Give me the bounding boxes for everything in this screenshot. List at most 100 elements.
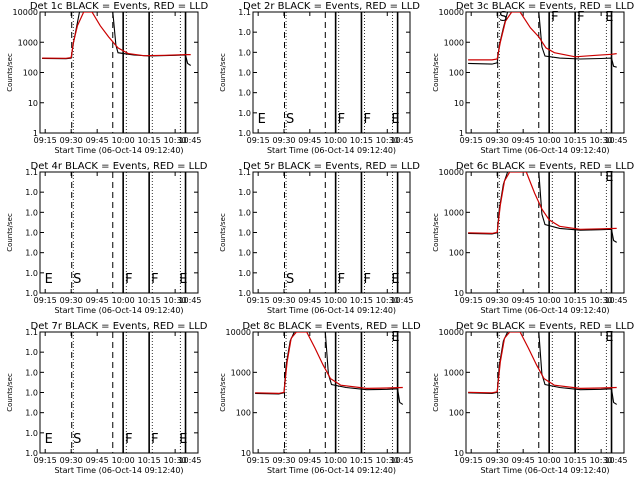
event-marker-f: F <box>363 112 370 127</box>
event-marker-e: E <box>605 170 613 185</box>
event-marker-s: S <box>286 272 294 287</box>
y-tick-label: 10 <box>454 449 464 458</box>
events-series-line <box>468 172 617 243</box>
y-axis-label: Counts/sec <box>432 213 440 252</box>
x-tick-label: 10:45 <box>178 136 201 145</box>
y-tick-label: 1.0 <box>25 368 38 377</box>
panel-title: Det 5r BLACK = Events, RED = LLD <box>243 161 420 172</box>
x-tick-label: 09:30 <box>60 296 83 305</box>
panel-title: Det 2r BLACK = Events, RED = LLD <box>243 1 420 12</box>
x-axis-label: Start Time (06-Oct-14 09:12:40) <box>480 146 609 155</box>
plot-frame <box>39 331 199 454</box>
event-marker-s: S <box>499 10 507 25</box>
x-tick-label: 10:30 <box>590 456 613 465</box>
x-tick-label: 09:45 <box>86 456 109 465</box>
plot-frame <box>39 171 199 294</box>
x-tick-label: 10:45 <box>604 296 627 305</box>
x-tick-label: 10:15 <box>564 296 587 305</box>
x-tick-label: 10:15 <box>350 136 373 145</box>
event-marker-f: F <box>151 272 158 287</box>
y-tick-label: 100 <box>236 409 251 418</box>
x-tick-label: 09:30 <box>272 456 295 465</box>
y-tick-label: 10000 <box>439 8 464 17</box>
x-tick-label: 10:45 <box>390 456 413 465</box>
panel-title: Det 7r BLACK = Events, RED = LLD <box>31 321 208 332</box>
x-tick-label: 10:30 <box>376 136 399 145</box>
y-tick-label: 1.0 <box>238 249 251 258</box>
y-axis-label: Counts/sec <box>6 213 14 252</box>
panel-title: Det 3c BLACK = Events, RED = LLD <box>456 1 635 12</box>
x-tick-label: 10:30 <box>164 136 187 145</box>
x-tick-label: 09:30 <box>272 296 295 305</box>
y-tick-label: 1.0 <box>25 229 38 238</box>
x-tick-label: 09:45 <box>86 296 109 305</box>
y-tick-label: 1000 <box>231 368 251 377</box>
y-tick-label: 1.0 <box>25 188 38 197</box>
event-marker-f: F <box>338 112 345 127</box>
y-tick-label: 10 <box>454 289 464 298</box>
event-marker-e: E <box>45 272 53 287</box>
y-tick-label: 1.0 <box>238 48 251 57</box>
x-tick-label: 09:30 <box>60 456 83 465</box>
y-tick-label: 1 <box>459 129 464 138</box>
y-tick-label: 100 <box>449 69 464 78</box>
x-tick-label: 09:15 <box>34 296 57 305</box>
y-tick-label: 1000 <box>18 38 38 47</box>
y-tick-label: 1.0 <box>238 69 251 78</box>
y-tick-label: 1000 <box>444 208 464 217</box>
x-tick-label: 10:00 <box>538 136 561 145</box>
y-tick-label: 100 <box>449 249 464 258</box>
plot-frame <box>252 171 411 294</box>
x-tick-label: 09:30 <box>486 136 509 145</box>
y-tick-label: 1.0 <box>238 269 251 278</box>
y-tick-label: 1.0 <box>238 188 251 197</box>
plot-frame <box>465 331 625 454</box>
x-tick-label: 10:15 <box>138 136 161 145</box>
event-marker-e: E <box>391 272 399 287</box>
y-tick-label: 1.0 <box>25 389 38 398</box>
x-tick-label: 10:30 <box>590 136 613 145</box>
y-axis-label: Counts/sec <box>219 53 227 92</box>
x-tick-label: 10:00 <box>112 136 135 145</box>
x-tick-label: 10:15 <box>350 296 373 305</box>
event-marker-s: S <box>286 112 294 127</box>
lld-series-line <box>468 172 617 235</box>
y-tick-label: 10000 <box>439 168 464 177</box>
event-marker-f: F <box>125 272 132 287</box>
x-tick-label: 09:15 <box>247 136 270 145</box>
panel-title: Det 1c BLACK = Events, RED = LLD <box>30 1 209 12</box>
lld-series-line <box>468 332 617 394</box>
x-axis-label: Start Time (06-Oct-14 09:12:40) <box>267 306 396 315</box>
y-axis-label: Counts/sec <box>219 373 227 412</box>
x-tick-label: 10:45 <box>604 456 627 465</box>
y-tick-label: 1000 <box>444 368 464 377</box>
x-tick-label: 09:45 <box>512 456 535 465</box>
y-tick-label: 1.0 <box>238 28 251 37</box>
panel-title: Det 8c BLACK = Events, RED = LLD <box>242 321 421 332</box>
y-axis-label: Counts/sec <box>432 373 440 412</box>
y-tick-label: 10000 <box>439 328 464 337</box>
x-tick-label: 09:45 <box>298 296 321 305</box>
event-marker-e: E <box>179 432 187 447</box>
x-tick-label: 10:30 <box>164 296 187 305</box>
x-axis-label: Start Time (06-Oct-14 09:12:40) <box>54 146 183 155</box>
y-tick-label: 1.0 <box>25 429 38 438</box>
plot-frame <box>252 11 411 134</box>
event-marker-f: F <box>363 272 370 287</box>
panel-title: Det 4r BLACK = Events, RED = LLD <box>31 161 208 172</box>
y-tick-label: 1 <box>33 129 38 138</box>
x-axis-label: Start Time (06-Oct-14 09:12:40) <box>267 146 396 155</box>
x-tick-label: 10:15 <box>564 136 587 145</box>
events-series-line <box>468 332 617 405</box>
x-tick-label: 09:45 <box>512 136 535 145</box>
event-marker-s: S <box>73 272 81 287</box>
y-tick-label: 10 <box>28 99 38 108</box>
y-tick-label: 1.1 <box>25 328 38 337</box>
x-tick-label: 09:30 <box>486 456 509 465</box>
